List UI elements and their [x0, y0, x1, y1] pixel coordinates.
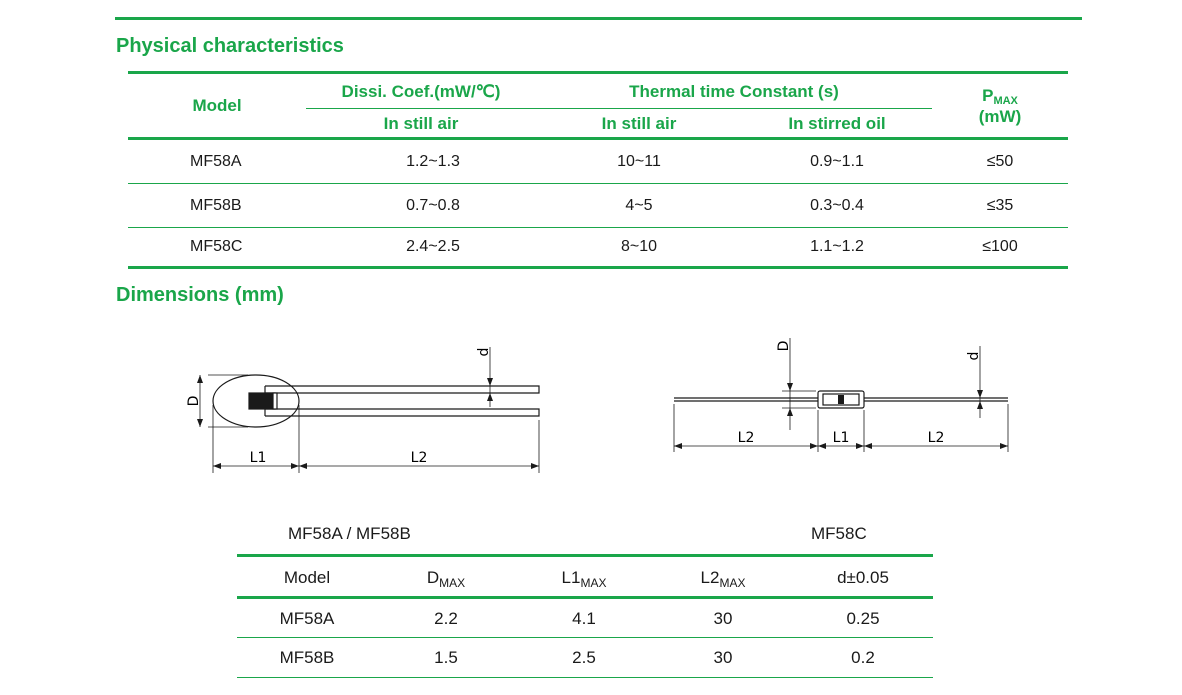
chip — [248, 392, 276, 410]
dim-row2-dd: 0.2 — [851, 648, 875, 667]
dim-header-model: Model — [283, 568, 331, 587]
top-rule — [115, 17, 1082, 20]
dim-header-l1-sub: MAX — [580, 576, 607, 590]
label-L1-right: L1 — [833, 430, 850, 446]
row2-dissi: 0.7~0.8 — [406, 197, 460, 214]
drawing-mf58c: D d L2 L1 L2 — [673, 338, 1009, 452]
row3-still: 8~10 — [620, 238, 658, 255]
header-still-air-dissi: In still air — [383, 114, 459, 133]
label-L1-left: L1 — [250, 450, 267, 466]
header-bottom-rule — [128, 137, 1068, 140]
row2-pmax: ≤35 — [986, 197, 1014, 214]
dim-header-d-main: D — [426, 568, 440, 587]
header-stirred-oil: In stirred oil — [788, 114, 886, 133]
lead-inner — [265, 408, 540, 417]
row3-model: MF58C — [190, 238, 243, 255]
row1-oil: 0.9~1.1 — [810, 153, 864, 170]
dim-row1-rule — [237, 637, 933, 638]
dim-header-tol: d±0.05 — [837, 568, 889, 587]
row1-still: 10~11 — [617, 153, 661, 170]
dim-header-d: DMAX — [377, 568, 515, 590]
section-title-physical: Physical characteristics — [116, 35, 344, 57]
dim-header-l2-sub: MAX — [719, 576, 746, 590]
row3-dissi: 2.4~2.5 — [406, 238, 460, 255]
row3-oil: 1.1~1.2 — [810, 238, 864, 255]
caption-mf58ab: MF58A / MF58B — [288, 524, 411, 543]
header-sub-rule — [306, 108, 932, 109]
row2-still: 4~5 — [625, 197, 653, 214]
row1-rule — [128, 183, 1068, 184]
dim-row2-l1: 2.5 — [572, 648, 596, 667]
label-D-right: D — [776, 341, 792, 352]
table-bottom-rule — [128, 266, 1068, 269]
dim-row2-model: MF58B — [279, 648, 335, 667]
dim-row2-d: 1.5 — [434, 648, 458, 667]
dim-row1-l2: 30 — [713, 609, 733, 628]
dim-header-l1-main: L1 — [561, 568, 581, 587]
header-pmax-sub: MAX — [993, 95, 1018, 107]
dim-row1-model: MF58A — [279, 609, 335, 628]
dim-row1-d: 2.2 — [434, 609, 458, 628]
row2-model: MF58B — [190, 197, 242, 214]
header-pmax-unit: (mW) — [978, 107, 1022, 126]
table-top-rule — [128, 71, 1068, 74]
row1-dissi: 1.2~1.3 — [406, 153, 460, 170]
header-dissi: Dissi. Coef.(mW/℃) — [341, 82, 501, 101]
dim-row2-l2: 30 — [713, 648, 733, 667]
drawing-mf58ab: D d L1 L2 — [186, 347, 540, 473]
dim-row1-l1: 4.1 — [572, 609, 596, 628]
row1-pmax: ≤50 — [986, 153, 1014, 170]
label-L2a-right: L2 — [738, 430, 755, 446]
caption-mf58c: MF58C — [811, 524, 867, 543]
lead-outer — [265, 385, 540, 394]
label-d-left: d — [476, 348, 492, 357]
row1-model: MF58A — [190, 153, 242, 170]
header-model: Model — [192, 96, 242, 115]
dim-row1-dd: 0.25 — [846, 609, 880, 628]
chip — [838, 395, 844, 404]
label-d-right: d — [966, 352, 982, 361]
label-L2-left: L2 — [411, 450, 428, 466]
label-L2b-right: L2 — [928, 430, 945, 446]
dim-header-l1: L1MAX — [515, 568, 653, 590]
header-pmax: PMAX — [932, 86, 1068, 107]
dim-header-bottom-rule — [237, 596, 933, 599]
label-D-left: D — [186, 396, 202, 407]
dim-header-l2-main: L2 — [700, 568, 720, 587]
row2-oil: 0.3~0.4 — [810, 197, 864, 214]
row2-rule — [128, 227, 1068, 228]
section-title-dimensions: Dimensions (mm) — [116, 284, 284, 306]
header-still-air-thermal: In still air — [601, 114, 677, 133]
dim-table-bottom-rule — [237, 677, 933, 678]
dim-table-top-rule — [237, 554, 933, 557]
dim-header-d-sub: MAX — [439, 576, 466, 590]
header-pmax-main: P — [982, 86, 994, 105]
header-thermal: Thermal time Constant (s) — [629, 82, 839, 101]
row3-pmax: ≤100 — [982, 238, 1018, 255]
dim-header-l2: L2MAX — [653, 568, 793, 590]
